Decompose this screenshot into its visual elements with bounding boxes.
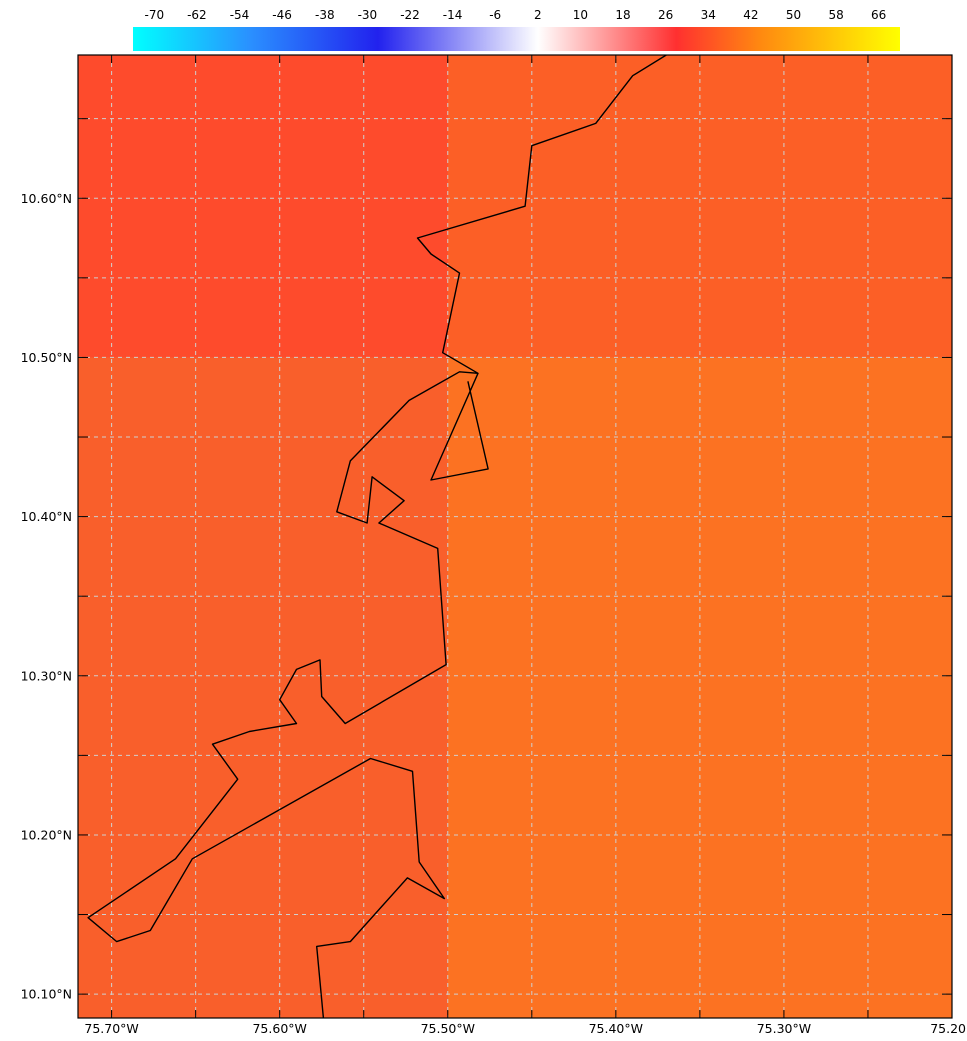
longitude-labels: 75.70°W 75.60°W 75.50°W 75.40°W 75.30°W 75.20 xyxy=(84,1021,966,1036)
colorbar-label: 10 xyxy=(573,8,588,22)
longitude-label: 75.70°W xyxy=(84,1021,138,1036)
longitude-label: 75.30°W xyxy=(757,1021,811,1036)
colorbar-label: -6 xyxy=(489,8,501,22)
longitude-label: 75.20 xyxy=(930,1021,966,1036)
colorbar-labels: -70 -62 -54 -46 -38 -30 -22 -14 -6 2 10 18 26 34 42 50 5… xyxy=(144,8,886,22)
colorbar-bar xyxy=(133,27,900,51)
coastline-inlet xyxy=(430,373,489,481)
colorbar-label: 58 xyxy=(828,8,843,22)
coastline-layer xyxy=(87,55,667,1018)
colorbar-label: -62 xyxy=(187,8,207,22)
latitude-label: 10.20°N xyxy=(21,828,72,843)
latitude-label: 10.50°N xyxy=(21,350,72,365)
colorbar: -70 -62 -54 -46 -38 -30 -22 -14 -6 2 10 18 26 34 42 50 5… xyxy=(133,8,900,51)
colorbar-label: -70 xyxy=(144,8,164,22)
coastline xyxy=(87,55,667,1018)
colorbar-label: 26 xyxy=(658,8,673,22)
colorbar-label: 50 xyxy=(786,8,801,22)
colorbar-label: -38 xyxy=(315,8,335,22)
longitude-label: 75.40°W xyxy=(589,1021,643,1036)
colorbar-label: -30 xyxy=(358,8,378,22)
graticule xyxy=(78,55,952,1018)
colorbar-label: -54 xyxy=(230,8,250,22)
map-plot: 75.70°W 75.60°W 75.50°W 75.40°W 75.30°W 75.20… xyxy=(21,54,966,1036)
colorbar-label: -22 xyxy=(400,8,420,22)
colorbar-label: 66 xyxy=(871,8,886,22)
latitude-label: 10.30°N xyxy=(21,668,72,683)
map-frame xyxy=(77,54,953,1019)
colorbar-label: 2 xyxy=(534,8,542,22)
colorbar-label: 42 xyxy=(743,8,758,22)
axis-ticks xyxy=(78,55,952,1018)
data-cell xyxy=(78,357,449,1018)
latitude-label: 10.10°N xyxy=(21,987,72,1002)
colorbar-label: 34 xyxy=(701,8,716,22)
temperature-cells xyxy=(78,55,952,1018)
data-cell xyxy=(78,55,449,358)
longitude-label: 75.50°W xyxy=(421,1021,475,1036)
colorbar-label: -14 xyxy=(443,8,463,22)
latitude-label: 10.40°N xyxy=(21,509,72,524)
longitude-label: 75.60°W xyxy=(252,1021,306,1036)
colorbar-label: 18 xyxy=(615,8,630,22)
colorbar-label: -46 xyxy=(272,8,292,22)
latitude-labels: 10.60°N 10.50°N 10.40°N 10.30°N 10.20°N 10.10… xyxy=(21,191,72,1002)
latitude-label: 10.60°N xyxy=(21,191,72,206)
